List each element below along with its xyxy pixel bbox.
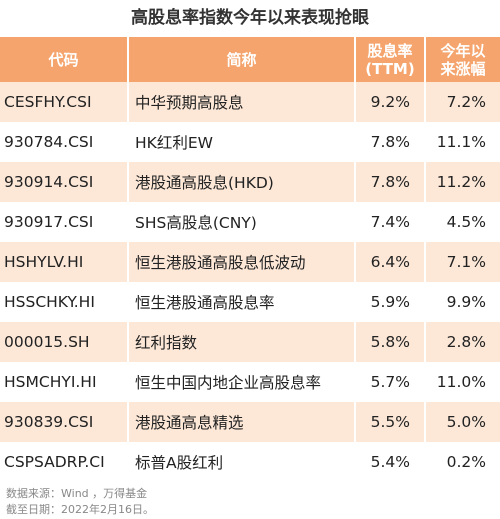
header-line: (TTM) <box>365 59 415 78</box>
table-cell: CESFHY.CSI <box>0 82 128 122</box>
table-row: 930784.CSI HK红利EW 7.8% 11.1% <box>0 122 500 162</box>
table-cell: 930839.CSI <box>0 402 128 442</box>
table-cell: 港股通高股息(HKD) <box>127 162 355 202</box>
table-cell: HSSCHKY.HI <box>4 293 95 311</box>
table-cell: 7.8% <box>354 122 425 162</box>
table-cell: 6.4% <box>354 242 425 282</box>
column-header: 股息率 (TTM) <box>354 37 425 82</box>
table-cell: 5.4% <box>354 442 425 482</box>
header-row: 代码 简称 股息率 (TTM) 今年以 来涨幅 <box>0 37 500 82</box>
table-cell: 7.8% <box>354 162 425 202</box>
header-line: 今年以 <box>440 41 486 60</box>
table-row: 930839.CSI 港股通高息精选 5.5% 5.0% <box>0 402 500 442</box>
table-cell: 5.9% <box>354 282 425 322</box>
table-cell: 2.8% <box>424 322 500 362</box>
table-cell: 5.8% <box>354 322 425 362</box>
table-row: 000015.SH 红利指数 5.8% 2.8% <box>0 322 500 362</box>
table-cell: 7.4% <box>354 202 425 242</box>
table-body: CESFHY.CSI 中华预期高股息 9.2% 7.2% 930784.CSI HK红利E… <box>0 82 500 482</box>
table-cell: 7.1% <box>424 242 500 282</box>
table-cell: 恒生港股通高股息低波动 <box>127 242 355 282</box>
table-cell: CSPSADRP.CI <box>4 453 105 471</box>
table-cell: 11.2% <box>424 162 500 202</box>
table-cell: 5.5% <box>354 402 425 442</box>
table-cell: 中华预期高股息 <box>127 82 355 122</box>
header-line: 股息率 <box>367 41 413 60</box>
table-row: HSHYLV.HI 恒生港股通高股息低波动 6.4% 7.1% <box>0 242 500 282</box>
table-cell: 港股通高息精选 <box>127 402 355 442</box>
table-cell: 恒生中国内地企业高股息率 <box>127 362 355 402</box>
table-cell: HK红利EW <box>127 122 355 162</box>
table-cell: 9.9% <box>424 282 500 322</box>
table-cell: 11.0% <box>424 362 500 402</box>
table-row: 930917.CSI SHS高股息(CNY) 7.4% 4.5% <box>0 202 500 242</box>
table-cell: 5.7% <box>354 362 425 402</box>
table-row: CSPSADRP.CI 标普A股红利 5.4% 0.2% <box>0 442 500 482</box>
table-cell: 930784.CSI <box>4 133 94 151</box>
table-cell: 11.1% <box>424 122 500 162</box>
footer-line: 截至日期：2022年2月16日。 <box>6 503 154 516</box>
table-cell: 7.2% <box>424 82 500 122</box>
footer: 数据来源：Wind ，万得基金 截至日期：2022年2月16日。 <box>0 482 500 518</box>
table-cell: 930914.CSI <box>0 162 128 202</box>
table-cell: HSMCHYI.HI <box>4 373 97 391</box>
table-cell: 恒生港股通高股息率 <box>127 282 355 322</box>
column-header: 代码 <box>0 37 128 82</box>
table-cell: HSHYLV.HI <box>0 242 128 282</box>
table-cell: 9.2% <box>354 82 425 122</box>
header-line: 代码 <box>48 50 79 69</box>
header-line: 来涨幅 <box>440 59 486 78</box>
table-row: HSSCHKY.HI 恒生港股通高股息率 5.9% 9.9% <box>0 282 500 322</box>
table-cell: 000015.SH <box>0 322 128 362</box>
table-cell: 0.2% <box>424 442 500 482</box>
table-cell: SHS高股息(CNY) <box>127 202 355 242</box>
table-row: HSMCHYI.HI 恒生中国内地企业高股息率 5.7% 11.0% <box>0 362 500 402</box>
table-cell: 红利指数 <box>127 322 355 362</box>
table-cell: 5.0% <box>424 402 500 442</box>
table-cell: 标普A股红利 <box>127 442 355 482</box>
column-header: 今年以 来涨幅 <box>424 37 500 82</box>
table-row: 930914.CSI 港股通高股息(HKD) 7.8% 11.2% <box>0 162 500 202</box>
table-cell: 4.5% <box>424 202 500 242</box>
data-table: 代码 简称 股息率 (TTM) 今年以 来涨幅 CESFHY.CSI 中华预期高股息 9.2%… <box>0 37 500 482</box>
table-cell: 930917.CSI <box>4 213 94 231</box>
footer-line: 数据来源：Wind ，万得基金 <box>6 487 148 500</box>
title: 高股息率指数今年以来表现抢眼 <box>131 8 369 28</box>
column-header: 简称 <box>127 37 355 82</box>
table-row: CESFHY.CSI 中华预期高股息 9.2% 7.2% <box>0 82 500 122</box>
header-line: 简称 <box>226 50 257 69</box>
